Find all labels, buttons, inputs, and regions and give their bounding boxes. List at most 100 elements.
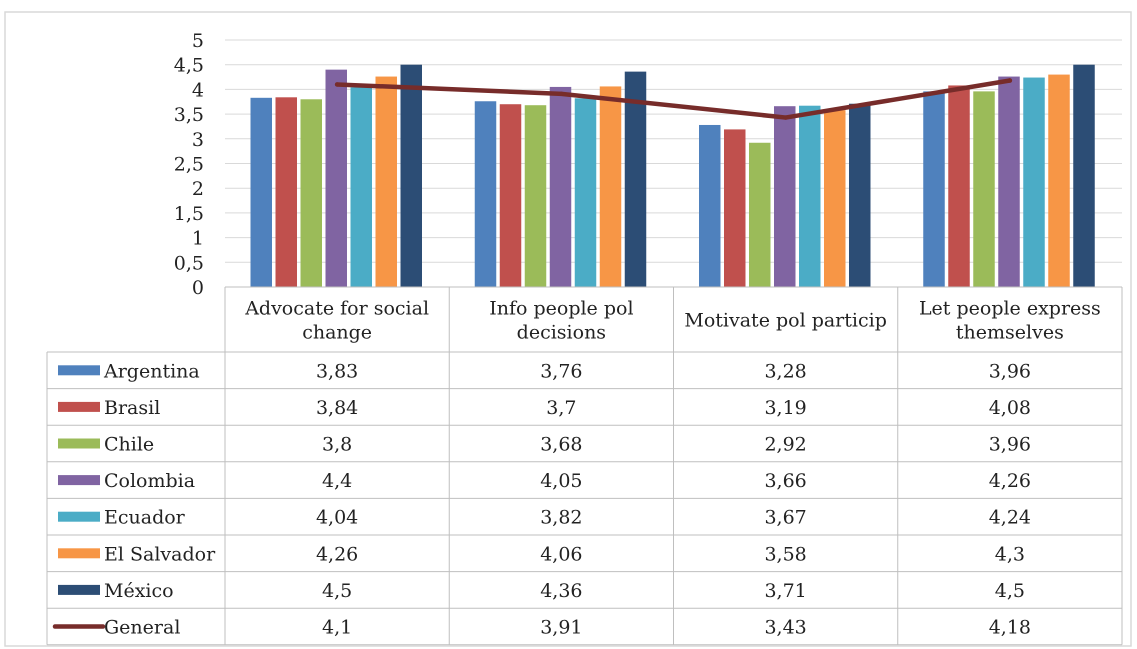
table-cell-value: 3,8 — [322, 434, 352, 456]
legend-name: El Salvador — [104, 543, 216, 565]
table-cell-value: 4,26 — [316, 543, 358, 565]
table-cell-value: 2,92 — [764, 434, 806, 456]
table-cell-value: 4,36 — [540, 580, 582, 602]
category-label: Let people express — [919, 298, 1101, 320]
bar — [948, 85, 970, 287]
bar — [574, 98, 597, 288]
legend-name: Chile — [104, 434, 154, 456]
bar — [599, 86, 622, 287]
table-cell-value: 3,67 — [764, 507, 806, 529]
table-cell-value: 3,96 — [989, 360, 1031, 382]
legend-key — [58, 584, 100, 595]
category-label: themselves — [956, 322, 1064, 344]
bar — [724, 129, 746, 287]
table-cell-value: 3,84 — [316, 397, 358, 419]
y-tick-label: 5 — [192, 30, 204, 52]
table-cell-value: 4,08 — [989, 397, 1031, 419]
general-line — [334, 78, 1013, 120]
legend-key — [58, 365, 100, 376]
y-tick-label: 1 — [192, 228, 204, 250]
line-point — [783, 115, 788, 120]
y-tick-label: 4,5 — [174, 55, 204, 77]
category-label: Motivate pol particip — [684, 310, 886, 332]
bar — [699, 124, 721, 287]
table-cell-value: 4,26 — [989, 470, 1031, 492]
table-cell-value: 4,5 — [322, 580, 352, 602]
bar — [499, 104, 522, 287]
y-tick-label: 0 — [192, 277, 204, 299]
legend-key — [58, 438, 100, 449]
table-cell-value: 4,5 — [995, 580, 1025, 602]
category-label: decisions — [517, 322, 606, 344]
legend-name: Colombia — [104, 470, 195, 492]
category-label: Advocate for social — [244, 298, 429, 320]
table-cell-value: 3,19 — [764, 397, 806, 419]
table-cell-value: 4,3 — [995, 543, 1025, 565]
bar — [375, 76, 397, 287]
bar — [1073, 64, 1095, 287]
bar — [849, 103, 871, 287]
y-tick-label: 1,5 — [174, 203, 204, 225]
bar — [799, 105, 821, 288]
bar — [973, 91, 995, 287]
bar — [749, 142, 771, 287]
table-cell-value: 4,4 — [322, 470, 352, 492]
bar — [1023, 77, 1045, 287]
y-tick-label: 2 — [192, 178, 204, 200]
table-cell-value: 4,1 — [322, 617, 352, 639]
bars — [250, 64, 1095, 288]
bar — [549, 86, 572, 288]
bar — [250, 97, 272, 287]
y-tick-label: 0,5 — [174, 252, 204, 274]
table-cell-value: 3,28 — [764, 360, 806, 382]
legend-name: General — [104, 617, 180, 639]
legend-key — [58, 475, 100, 486]
bar — [524, 105, 547, 287]
table-cell-value: 3,82 — [540, 507, 582, 529]
legend-key — [58, 511, 100, 522]
y-tick-label: 2,5 — [174, 154, 204, 176]
line-point — [334, 82, 340, 87]
table-cell-value: 4,18 — [989, 617, 1031, 639]
bar — [774, 106, 796, 287]
y-tick-label: 3,5 — [174, 104, 204, 126]
table-cell-value: 3,91 — [540, 617, 582, 639]
table-cell-value: 3,96 — [989, 434, 1031, 456]
legend-key — [58, 401, 100, 412]
category-label: change — [302, 322, 372, 344]
table-cell-value: 3,71 — [764, 580, 806, 602]
bar — [923, 91, 945, 287]
table-cell-value: 3,68 — [540, 434, 582, 456]
category-label: Info people pol — [489, 298, 633, 320]
legend-name: Brasil — [104, 397, 160, 419]
line-point — [1007, 78, 1013, 83]
bar — [474, 101, 497, 287]
table-cell-value: 4,06 — [540, 543, 582, 565]
table-cell-value: 3,83 — [316, 360, 358, 382]
legend-name: Ecuador — [104, 507, 186, 529]
table-cell-value: 3,76 — [540, 360, 582, 382]
bar — [624, 71, 647, 287]
bar — [400, 64, 422, 287]
y-axis: 0 0,51 1,5 22,5 3 3,5 44,5 5 — [174, 30, 204, 299]
legend-name: Argentina — [103, 360, 200, 382]
bar — [275, 97, 297, 287]
table-cell-value: 4,24 — [989, 507, 1031, 529]
table-cell-value: 3,66 — [764, 470, 806, 492]
table-cell-value: 4,05 — [540, 470, 582, 492]
table-cell-value: 3,7 — [546, 397, 576, 419]
bar — [1048, 74, 1070, 287]
y-tick-label: 4 — [192, 79, 204, 101]
y-tick-label: 3 — [192, 129, 204, 151]
bar — [824, 110, 846, 287]
bar — [300, 99, 322, 287]
legend-name: México — [104, 580, 174, 602]
legend-key — [58, 548, 100, 559]
line-point — [559, 91, 564, 97]
general-line-path — [334, 78, 1013, 120]
table-cell-value: 3,43 — [764, 617, 806, 639]
table-cell-value: 3,58 — [764, 543, 806, 565]
